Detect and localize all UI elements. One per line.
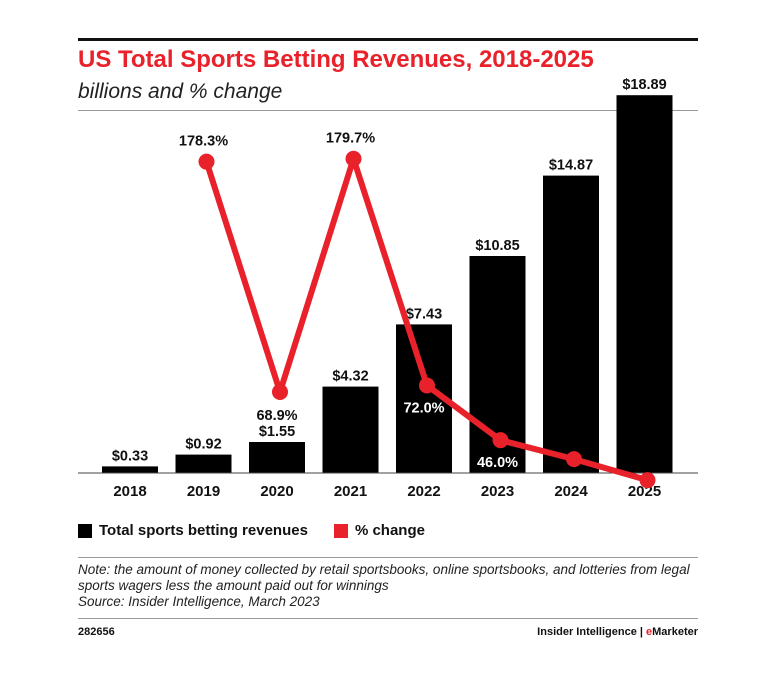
bar-2021: [322, 386, 379, 473]
brand-right: Marketer: [652, 626, 698, 638]
bar-label-2020: $1.55: [259, 424, 295, 440]
change-point-2025: [639, 472, 656, 489]
bar-label-2019: $0.92: [185, 437, 221, 453]
legend-label-revenues: Total sports betting revenues: [99, 522, 308, 539]
change-label-2023: 46.0%: [477, 455, 518, 471]
chart-id: 282656: [78, 626, 115, 638]
change-label-2021: 179.7%: [326, 131, 375, 147]
bar-2025: [616, 95, 673, 473]
x-tick-label-2019: 2019: [187, 483, 220, 500]
change-label-2019: 178.3%: [179, 134, 228, 150]
bar-label-2025: $18.89: [622, 77, 666, 93]
chart-subtitle: billions and % change: [78, 80, 283, 103]
note-rule: [78, 557, 698, 558]
bar-label-2018: $0.33: [112, 448, 148, 464]
x-tick-label-2023: 2023: [481, 483, 514, 500]
bar-2018: [102, 466, 158, 473]
change-point-2020: [272, 383, 288, 400]
top-rule: [78, 38, 698, 41]
brand-left: Insider Intelligence |: [537, 626, 647, 638]
x-tick-label-2020: 2020: [260, 483, 293, 500]
change-label-2022: 72.0%: [403, 400, 444, 416]
bar-2024: [543, 175, 599, 473]
chart-title: US Total Sports Betting Revenues, 2018-2…: [78, 46, 594, 73]
footnote: Note: the amount of money collected by r…: [78, 562, 703, 610]
bottom-rule: [78, 618, 698, 619]
legend-swatch-line: [333, 523, 348, 538]
change-label-2020: 68.9%: [256, 408, 297, 424]
bar-label-2021: $4.32: [332, 369, 368, 385]
legend: Total sports betting revenues % change: [78, 522, 451, 539]
legend-item-change: % change: [333, 522, 425, 539]
x-tick-label-2021: 2021: [334, 483, 367, 500]
change-point-2022: [419, 377, 435, 394]
change-point-2021: [345, 150, 362, 167]
subtitle-rule: [78, 110, 698, 111]
legend-label-change: % change: [354, 522, 425, 539]
change-point-2024: [566, 451, 582, 468]
bar-label-2024: $14.87: [549, 158, 593, 174]
change-point-2023: [492, 432, 509, 449]
x-tick-label-2024: 2024: [554, 483, 588, 500]
source-text: Source: Insider Intelligence, March 2023: [78, 594, 320, 609]
legend-swatch-bar: [78, 523, 92, 538]
change-point-2019: [198, 153, 215, 170]
bar-2019: [175, 454, 232, 473]
brand: Insider Intelligence | eMarketer: [537, 626, 698, 638]
x-tick-label-2018: 2018: [113, 483, 146, 500]
brand-e: e: [646, 626, 653, 638]
bar-2020: [249, 442, 305, 473]
note-text: Note: the amount of money collected by r…: [78, 562, 690, 593]
x-tick-label-2022: 2022: [407, 483, 440, 500]
x-tick-label-2025: 2025: [628, 483, 661, 500]
bar-label-2022: $7.43: [406, 306, 442, 322]
chart-canvas: 2018 2019 2020 2021 2022 2023 2024 2025 $0.33 $0.…: [78, 77, 698, 511]
change-label-2024: 37.0%: [550, 474, 591, 490]
legend-item-revenues: Total sports betting revenues: [78, 522, 308, 539]
bar-label-2023: $10.85: [475, 238, 519, 254]
change-label-2025: 27.0%: [624, 495, 665, 511]
